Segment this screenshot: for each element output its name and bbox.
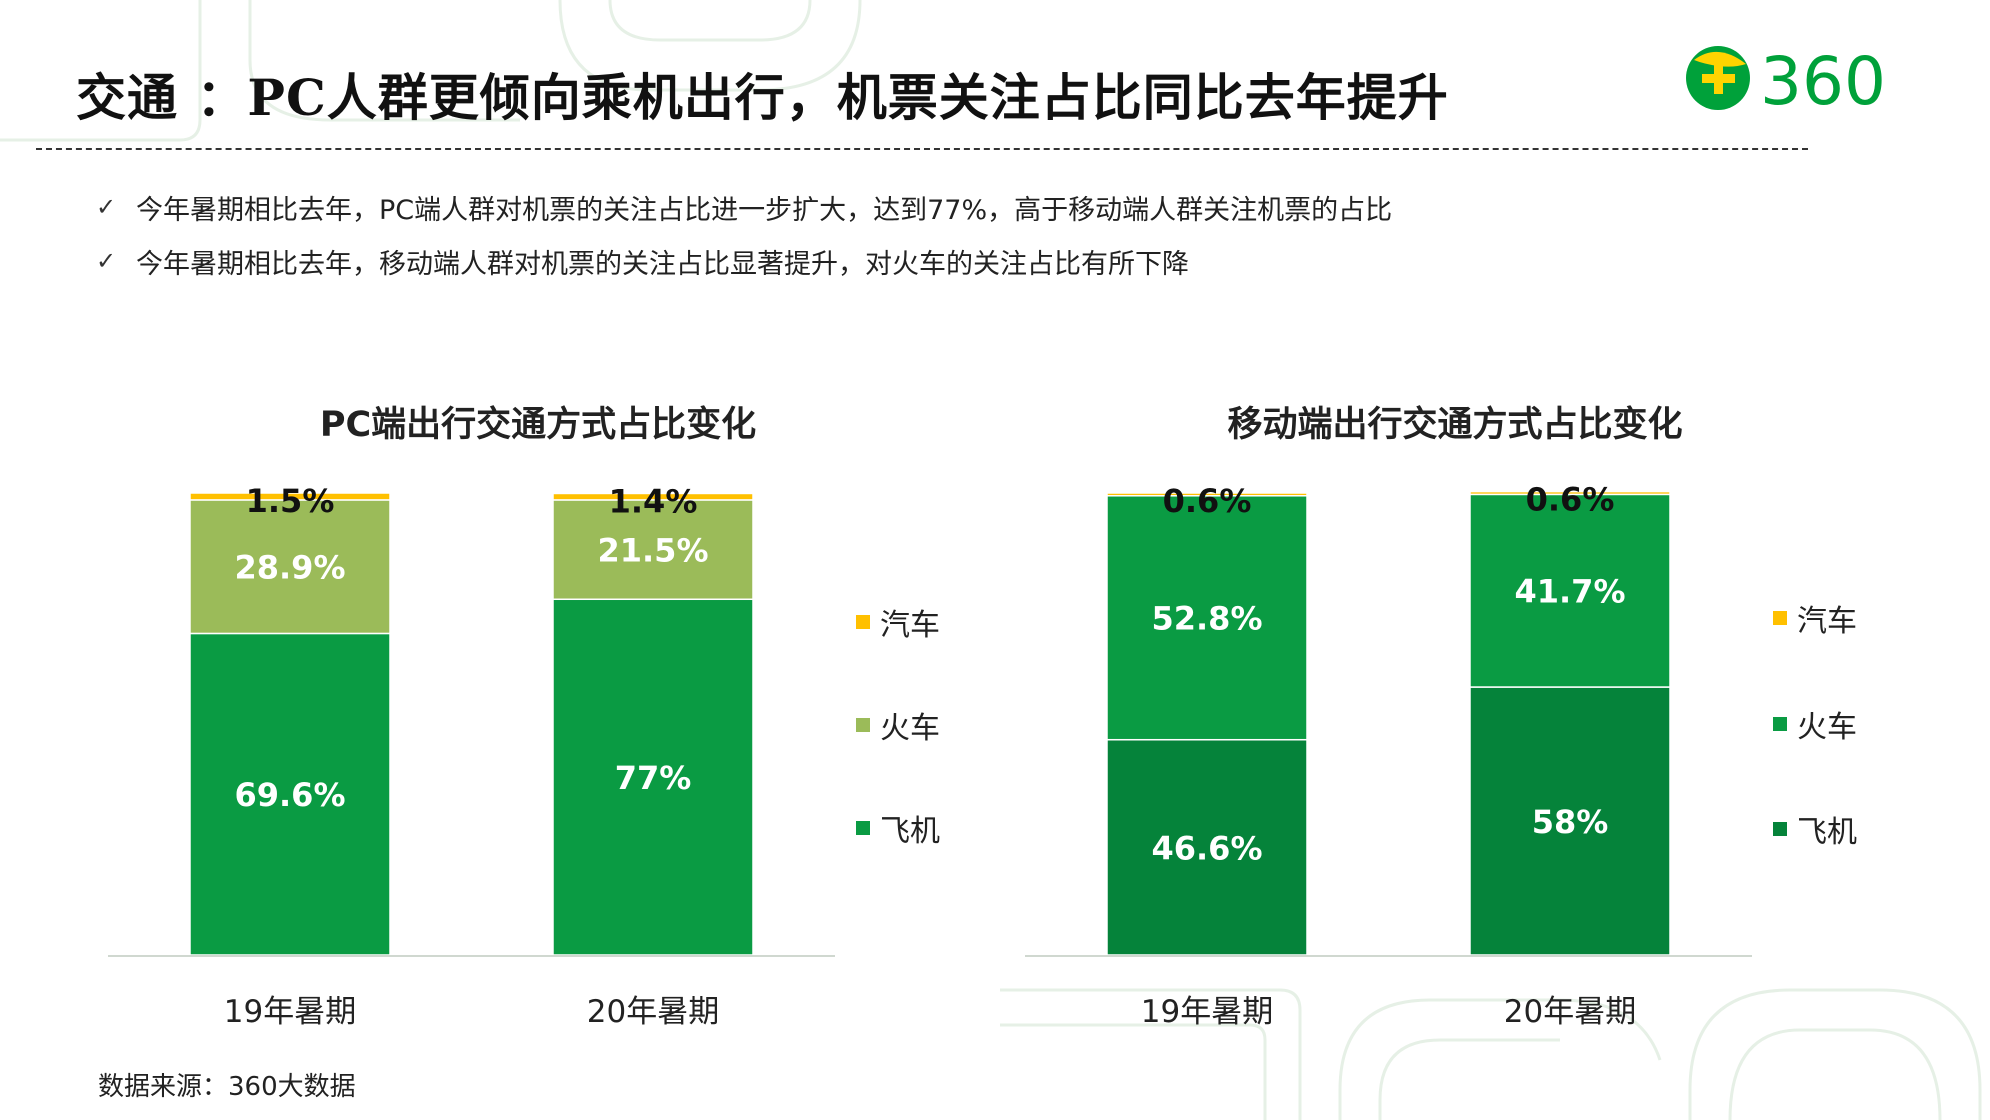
data-label: 77% xyxy=(615,759,692,797)
bar-segment xyxy=(1106,738,1308,956)
category-label: 19年暑期 xyxy=(224,994,356,1030)
bar-segment xyxy=(1469,490,1671,496)
bullet-list: ✓ 今年暑期相比去年，PC端人群对机票的关注占比进一步扩大，达到77%，高于移动… xyxy=(96,180,1392,288)
mobile-chart-title: 移动端出行交通方式占比变化 xyxy=(1227,405,1683,445)
legend-label: 火车 xyxy=(1797,710,1857,745)
legend-swatch xyxy=(856,615,870,629)
bullet-text: 今年暑期相比去年，PC端人群对机票的关注占比进一步扩大，达到77%，高于移动端人… xyxy=(136,194,1393,226)
plus-circle-icon xyxy=(1686,46,1750,110)
title-divider xyxy=(36,148,1808,150)
legend-label: 汽车 xyxy=(1797,604,1857,639)
legend-swatch xyxy=(856,718,870,732)
data-label: 0.6% xyxy=(1163,482,1252,520)
data-label: 0.6% xyxy=(1526,481,1615,519)
legend-label: 飞机 xyxy=(880,814,940,849)
bar-segment xyxy=(1106,495,1308,741)
bar-segment xyxy=(189,492,391,501)
data-label: 46.6% xyxy=(1151,829,1262,867)
data-source: 数据来源：360大数据 xyxy=(98,1072,356,1102)
data-label: 41.7% xyxy=(1514,573,1625,611)
bar-segment xyxy=(552,598,754,956)
legend-swatch xyxy=(1773,822,1787,836)
bullet-item: ✓ 今年暑期相比去年，移动端人群对机票的关注占比显著提升，对火车的关注占比有所下… xyxy=(96,234,1392,288)
data-label: 1.4% xyxy=(609,482,698,520)
data-label: 21.5% xyxy=(597,532,708,570)
data-label: 28.9% xyxy=(234,549,345,587)
data-label: 1.5% xyxy=(246,482,335,520)
brand-logo: 360 xyxy=(1686,43,1886,118)
bar-segment xyxy=(189,632,391,956)
check-icon: ✓ xyxy=(96,247,117,275)
category-label: 20年暑期 xyxy=(587,994,719,1030)
legend-label: 汽车 xyxy=(880,608,940,643)
bar-segment xyxy=(552,492,754,501)
data-label: 69.6% xyxy=(234,776,345,814)
bar-segment xyxy=(1106,492,1308,497)
bar-segment xyxy=(552,499,754,601)
logo-text: 360 xyxy=(1760,43,1886,118)
bar-segment xyxy=(189,499,391,635)
bar-segment xyxy=(1469,493,1671,688)
bullet-text: 今年暑期相比去年，移动端人群对机票的关注占比显著提升，对火车的关注占比有所下降 xyxy=(136,248,1189,280)
pc-chart-title: PC端出行交通方式占比变化 xyxy=(319,405,757,445)
legend-label: 火车 xyxy=(880,711,940,746)
legend-swatch xyxy=(1773,717,1787,731)
data-label: 52.8% xyxy=(1151,600,1262,638)
legend-label: 飞机 xyxy=(1797,815,1857,850)
check-icon: ✓ xyxy=(96,193,117,221)
category-label: 19年暑期 xyxy=(1141,994,1273,1030)
legend-swatch xyxy=(1773,611,1787,625)
category-label: 20年暑期 xyxy=(1504,994,1636,1030)
bar-segment xyxy=(1469,686,1671,956)
legend-swatch xyxy=(856,821,870,835)
page-title: 交通 ：PC人群更倾向乘机出行，机票关注占比同比去年提升 xyxy=(76,68,1449,127)
bullet-item: ✓ 今年暑期相比去年，PC端人群对机票的关注占比进一步扩大，达到77%，高于移动… xyxy=(96,180,1392,234)
data-label: 58% xyxy=(1532,803,1609,841)
